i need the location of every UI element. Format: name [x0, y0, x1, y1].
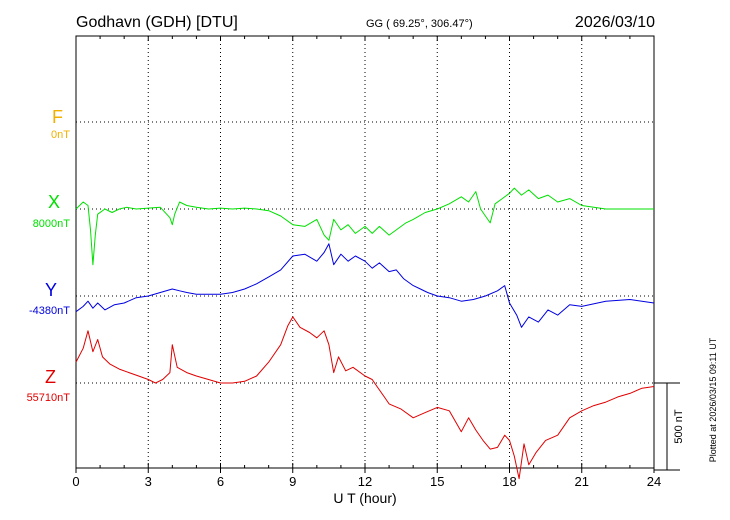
x-tick-label-9: 9 [289, 474, 296, 489]
series-x-name: X [48, 192, 60, 212]
x-tick-label-21: 21 [575, 474, 589, 489]
x-axis-label: U T (hour) [333, 490, 396, 506]
date-label: 2026/03/10 [575, 14, 655, 31]
series-line-x [75, 187, 654, 266]
series-lines [75, 187, 655, 480]
x-tick-label-3: 3 [145, 474, 152, 489]
series-z-baseline: 55710nT [27, 392, 71, 404]
series-line-z [75, 316, 655, 480]
station-coords: GG ( 69.25°, 306.47°) [366, 18, 473, 30]
x-tick-label-15: 15 [430, 474, 444, 489]
x-tick-label-18: 18 [502, 474, 516, 489]
x-tick-label-6: 6 [217, 474, 224, 489]
plotted-timestamp: Plotted at 2026/03/15 09:11 UT [708, 337, 718, 462]
series-f-name: F [52, 107, 63, 127]
scale-bar-label: 500 nT [673, 409, 685, 444]
series-z-name: Z [45, 367, 56, 387]
x-tick-label-24: 24 [647, 474, 661, 489]
x-tick-label-0: 0 [72, 474, 79, 489]
series-y-baseline: -4380nT [29, 305, 70, 317]
series-x-labels: X 8000nT [33, 192, 71, 230]
series-y-labels: Y -4380nT [29, 280, 70, 317]
x-ticks: 0 3 6 9 12 15 18 21 24 [72, 36, 661, 489]
series-z-labels: Z 55710nT [27, 367, 71, 404]
series-f-baseline: 0nT [51, 129, 70, 141]
series-line-y [75, 243, 655, 328]
station-title: Godhavn (GDH) [DTU] [76, 14, 238, 31]
series-x-baseline: 8000nT [33, 218, 71, 230]
scale-bar [654, 382, 680, 471]
x-tick-label-12: 12 [358, 474, 372, 489]
series-f-labels: F 0nT [51, 107, 70, 141]
grid [76, 36, 654, 468]
series-y-name: Y [45, 280, 57, 300]
